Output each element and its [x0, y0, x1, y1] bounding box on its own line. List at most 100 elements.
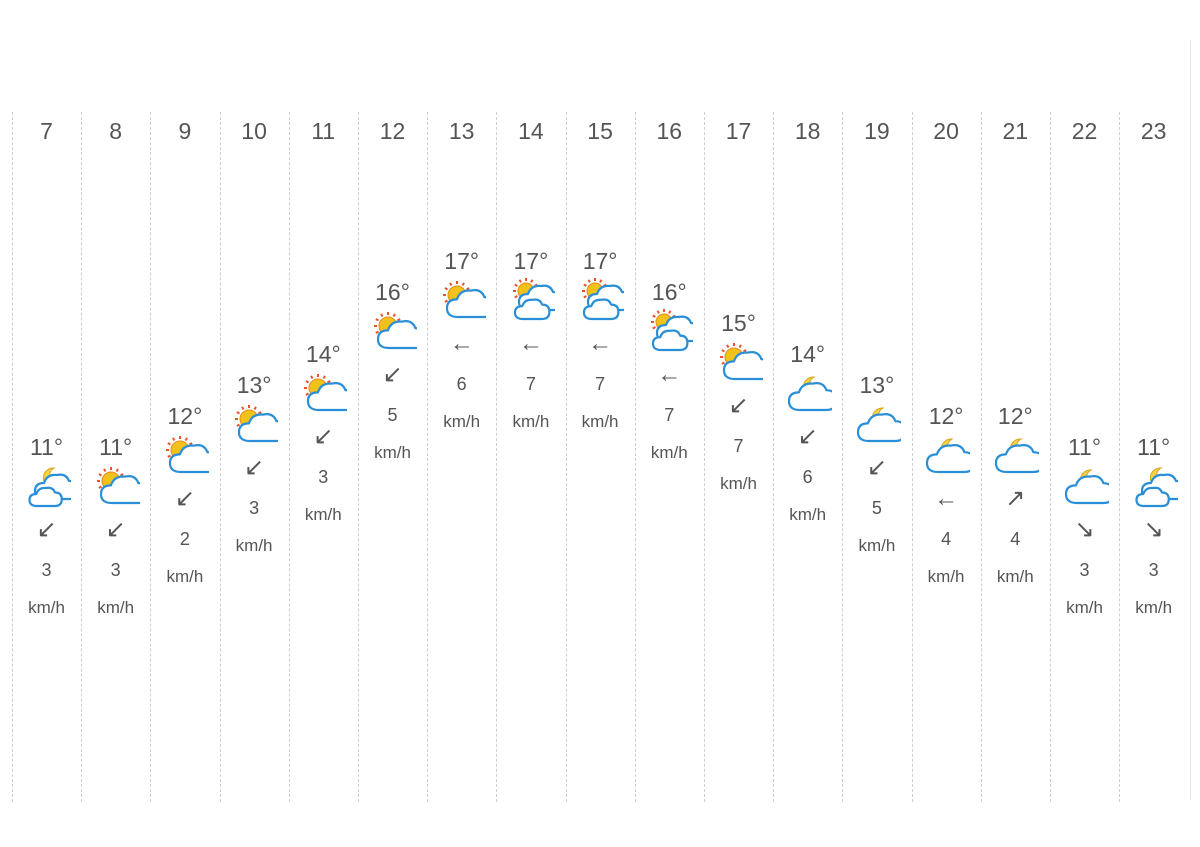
forecast-column-8: 8 11° ↙ 3 km/h — [81, 112, 150, 802]
hour-label: 21 — [1002, 118, 1029, 144]
forecast-column-7: 7 11° ↙ 3 km/h — [12, 112, 81, 802]
wind-speed-unit: km/h — [374, 443, 411, 462]
forecast-column-15: 15 17° ← 7 km/h — [565, 112, 635, 802]
partly-sunny-icon — [92, 464, 140, 508]
forecast-cell: 13° ↙ 3 km/h — [220, 372, 289, 602]
forecast-column-14: 14 17° ← 7 km/h — [496, 112, 565, 802]
forecast-column-21: 21 12° ↗ 4 km/h — [980, 112, 1050, 802]
wind-speed: 7 — [733, 436, 744, 456]
wind-speed: 3 — [110, 560, 121, 580]
temperature: 12° — [928, 403, 964, 429]
wind-speed-unit: km/h — [996, 567, 1034, 586]
forecast-column-16: 16 16° ← 7 km/h — [634, 112, 704, 802]
cloud-moon-icon — [922, 433, 971, 477]
temperature: 11° — [1137, 434, 1171, 460]
partly-sunny-icon — [438, 278, 486, 322]
wind-direction-icon: ↙ — [797, 423, 818, 450]
forecast-cell: 14° ↙ 6 km/h — [773, 341, 842, 571]
cloud-moon-icon — [1061, 464, 1109, 508]
wind-speed-unit: km/h — [858, 536, 896, 555]
wind-speed-unit: km/h — [1135, 598, 1173, 617]
temperature: 17° — [582, 248, 618, 274]
column-divider — [565, 112, 567, 802]
column-divider — [12, 112, 13, 802]
forecast-cell: 15° ↙ 7 km/h — [704, 310, 773, 540]
hour-label: 17 — [725, 118, 752, 144]
forecast-cell: 14° ↙ 3 km/h — [289, 341, 358, 571]
hour-label: 19 — [864, 118, 890, 144]
sun-clouds-icon — [576, 278, 625, 322]
temperature: 17° — [513, 248, 549, 274]
wind-speed: 7 — [525, 374, 536, 394]
forecast-cell: 17° ← 6 km/h — [427, 248, 496, 478]
hourly-forecast: 7 11° ↙ 3 km/h 8 11° ↙ 3 km/h 9 12° ↙ 2 km/h 10 13° ↙ 3 km/… — [12, 112, 1190, 802]
column-divider — [704, 112, 705, 802]
sun-clouds-icon — [645, 309, 694, 353]
forecast-cell: 13° ↙ 5 km/h — [842, 372, 911, 602]
wind-direction-icon: ← — [657, 361, 682, 388]
forecast-column-19: 19 13° ↙ 5 km/h — [842, 112, 911, 802]
column-divider — [427, 112, 429, 802]
temperature: 16° — [651, 279, 687, 305]
forecast-cell: 12° ↙ 2 km/h — [150, 403, 219, 633]
temperature: 14° — [305, 341, 341, 367]
hour-label: 14 — [518, 118, 544, 144]
wind-speed-unit: km/h — [97, 598, 135, 617]
forecast-cell: 17° ← 7 km/h — [566, 248, 635, 478]
wind-direction-icon: ↙ — [382, 361, 403, 388]
sun-clouds-icon — [507, 278, 555, 322]
wind-speed-unit: km/h — [512, 412, 550, 431]
partly-sunny-icon — [369, 309, 417, 353]
wind-speed: 4 — [941, 529, 952, 549]
forecast-cell: 11° ↘ 3 km/h — [1050, 434, 1119, 664]
column-divider — [842, 112, 844, 802]
cloud-moon-icon — [853, 402, 901, 446]
hour-label: 16 — [656, 118, 683, 144]
forecast-cell: 11° ↙ 3 km/h — [12, 434, 81, 664]
forecast-cell: 17° ← 7 km/h — [496, 248, 565, 478]
wind-speed-unit: km/h — [720, 474, 757, 493]
column-divider — [980, 112, 982, 802]
hour-label: 22 — [1071, 118, 1098, 144]
wind-speed-unit: km/h — [235, 536, 273, 555]
wind-speed-unit: km/h — [581, 412, 619, 431]
temperature: 11° — [1067, 434, 1102, 460]
column-divider — [288, 112, 290, 802]
wind-direction-icon: ↙ — [174, 485, 195, 512]
wind-speed-unit: km/h — [166, 567, 204, 586]
cloud-moon-icon — [784, 371, 832, 415]
wind-speed: 6 — [802, 467, 813, 487]
hour-label: 18 — [794, 118, 821, 144]
hour-label: 12 — [379, 118, 406, 144]
forecast-column-12: 12 16° ↙ 5 km/h — [358, 112, 427, 802]
column-divider — [911, 112, 913, 802]
column-divider — [150, 112, 152, 802]
temperature: 15° — [721, 310, 756, 336]
forecast-column-23: 23 11° ↘ 3 km/h — [1119, 112, 1188, 802]
wind-speed: 3 — [1079, 560, 1090, 580]
partly-sunny-icon — [715, 340, 763, 384]
temperature: 12° — [167, 403, 203, 429]
forecast-column-22: 22 11° ↘ 3 km/h — [1050, 112, 1119, 802]
wind-direction-icon: ↙ — [866, 454, 887, 481]
wind-speed: 4 — [1010, 529, 1021, 549]
temperature: 17° — [444, 248, 480, 274]
wind-speed: 7 — [595, 374, 606, 394]
wind-speed: 3 — [41, 560, 52, 580]
column-divider — [1050, 112, 1051, 802]
partly-cloudy-night-icon — [23, 464, 71, 508]
wind-direction-icon: ↙ — [313, 423, 334, 450]
hour-label: 9 — [178, 118, 192, 144]
wind-direction-icon: ↙ — [105, 516, 126, 543]
column-divider — [634, 112, 636, 802]
wind-speed: 7 — [664, 405, 675, 425]
wind-speed-unit: km/h — [650, 443, 688, 462]
forecast-column-18: 18 14° ↙ 6 km/h — [773, 112, 842, 802]
wind-speed: 2 — [179, 529, 190, 549]
wind-speed: 3 — [1148, 560, 1159, 580]
partly-sunny-icon — [230, 402, 279, 446]
forecast-cell: 11° ↘ 3 km/h — [1119, 434, 1188, 664]
forecast-cell: 11° ↙ 3 km/h — [81, 434, 150, 664]
wind-direction-icon: ↙ — [244, 454, 265, 481]
forecast-column-13: 13 17° ← 6 km/h — [427, 112, 496, 802]
